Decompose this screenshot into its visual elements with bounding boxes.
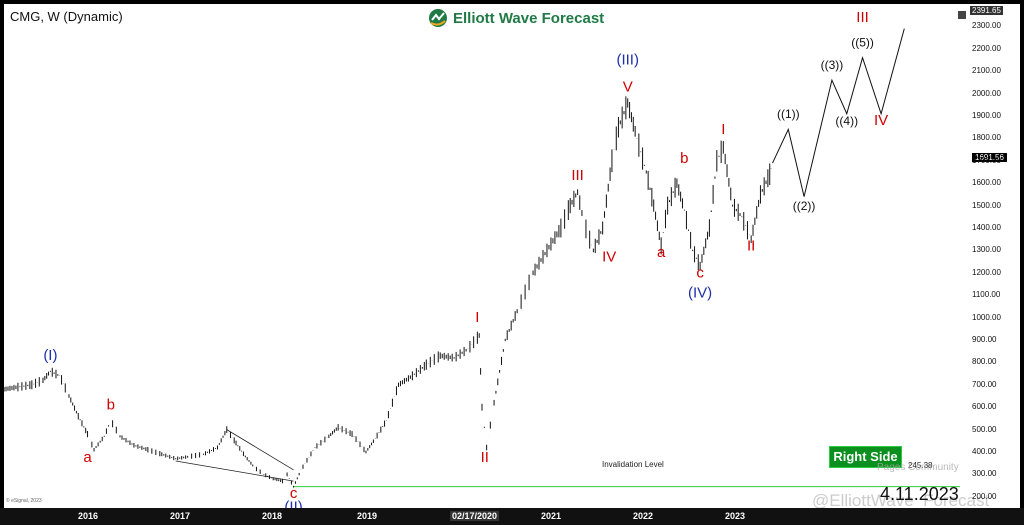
window-button-icon[interactable]: [958, 11, 966, 19]
price-chart[interactable]: (I)abc(II)IIIIIIIVV(III)abc(IV)III((1))(…: [3, 4, 1020, 515]
y-tick-label: 2000.00: [972, 88, 1001, 98]
y-tick-label: 1300.00: [972, 245, 1001, 255]
wave-label: c: [290, 485, 298, 502]
x-tick-label: 2016: [78, 511, 99, 521]
x-tick-label: 2022: [633, 511, 654, 521]
y-tick-label: 1800.00: [972, 133, 1001, 143]
wave-label: III: [856, 9, 869, 26]
wave-label: (II): [284, 498, 302, 508]
logo-icon: [429, 9, 447, 27]
invalidation-label: Invalidation Level: [602, 460, 664, 469]
x-tick-label: 2021: [541, 511, 562, 521]
y-tick-label: 200.00: [972, 491, 997, 501]
wave-label: (IV): [688, 284, 712, 301]
wave-label: b: [107, 396, 115, 413]
last-price-tag: 1691.56: [972, 153, 1007, 162]
y-tick-label: 1900.00: [972, 111, 1001, 120]
projection-path: [772, 28, 905, 197]
wave-label: ((5)): [851, 36, 874, 50]
y-tick-label: 1600.00: [972, 178, 1001, 188]
y-tick-label: 500.00: [972, 424, 997, 434]
symbol-label: CMG, W (Dynamic): [10, 9, 123, 24]
y-tick-label: 1700.00: [972, 155, 1001, 165]
wave-label: a: [83, 449, 92, 466]
brand-logo: Elliott Wave Forecast: [428, 8, 604, 28]
y-tick-label: 1000.00: [972, 312, 1001, 322]
x-tick-label: 02/17/2020: [450, 511, 500, 521]
wave-label: ((1)): [777, 107, 800, 121]
x-tick-label: 2023: [725, 511, 746, 521]
y-tick-label: 800.00: [972, 357, 997, 367]
right-side-label: Right Side: [833, 449, 898, 464]
wedge-trendline: [226, 429, 294, 471]
y-tick-label: 600.00: [972, 402, 997, 412]
x-tick-label: 2018: [262, 511, 283, 521]
x-tick-label: 2019: [357, 511, 378, 521]
wedge-trendline: [175, 460, 294, 482]
right-side-badge: Right Side ⬆: [829, 446, 902, 484]
wave-label: III: [571, 167, 584, 184]
date-stamp: 4.11.2023: [880, 484, 959, 504]
y-tick-label: 1500.00: [972, 200, 1001, 210]
arrow-up-icon: ⬆: [860, 469, 871, 484]
y-tick-label: 1200.00: [972, 267, 1001, 277]
copyright-text: © eSignal, 2023: [6, 498, 42, 504]
y-tick-label: 900.00: [972, 335, 997, 344]
wave-label: V: [623, 78, 633, 95]
y-tick-label: 2200.00: [972, 43, 1001, 53]
wave-label: (III): [616, 51, 639, 68]
wave-label: ((2)): [793, 199, 816, 213]
y-tick-label: 2100.00: [972, 66, 1001, 76]
wave-label: ((4)): [835, 114, 858, 128]
logo-text: Elliott Wave Forecast: [453, 9, 605, 27]
y-tick-label: 1400.00: [972, 223, 1001, 232]
y-tick-label: 400.00: [972, 447, 997, 456]
community-watermark: Pages Community: [877, 462, 959, 473]
invalidation-value: 245.38: [908, 461, 933, 470]
wave-label: IV: [602, 249, 616, 266]
wave-label: II: [481, 449, 489, 466]
y-tick-label: 2300.00: [972, 21, 1001, 31]
chart-area[interactable]: (I) a b c (II) I II III IV V (III) a b c (IV) I II ((1))(…: [3, 4, 1020, 515]
wave-label: b: [680, 150, 688, 167]
wave-label: ((3)): [821, 58, 844, 72]
top-price-readout: 2391.65: [970, 6, 1003, 15]
x-tick-label: 2017: [170, 511, 191, 521]
wave-label: I: [721, 121, 725, 138]
time-axis-bar: [0, 508, 1024, 525]
wave-label: I: [475, 309, 479, 326]
wave-label: (I): [43, 347, 57, 364]
wave-label: IV: [874, 112, 888, 129]
y-tick-label: 1100.00: [972, 290, 1001, 300]
handle-watermark: @ElliottWave_Forecast: [812, 491, 990, 510]
y-tick-label: 700.00: [972, 379, 997, 389]
y-tick-label: 300.00: [972, 469, 997, 479]
wave-label: a: [657, 244, 666, 261]
wave-label: c: [696, 264, 704, 281]
wave-label: II: [747, 237, 755, 254]
